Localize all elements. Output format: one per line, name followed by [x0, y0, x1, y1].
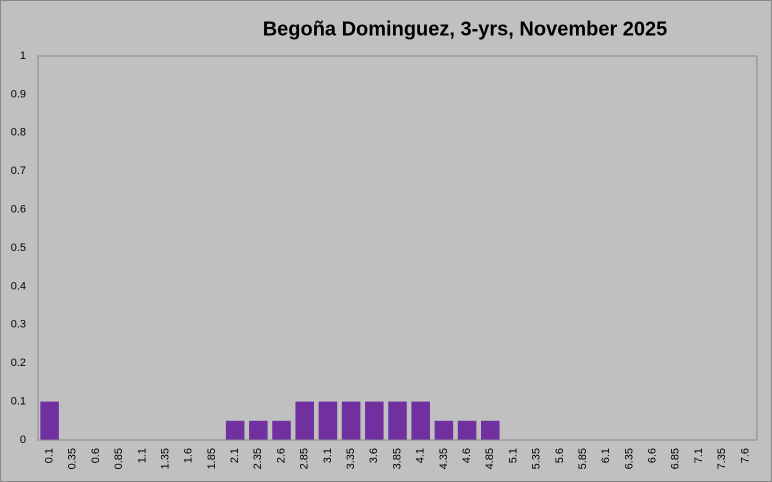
- x-tick-label: 1.6: [183, 448, 195, 463]
- x-tick-label: 0.35: [67, 448, 79, 469]
- y-tick-label: 0.9: [11, 88, 26, 100]
- bar: [411, 401, 430, 440]
- x-tick-label: 7.6: [739, 448, 751, 463]
- chart-title: Begoña Dominguez, 3-yrs, November 2025: [263, 18, 668, 40]
- x-tick-label: 2.35: [252, 448, 264, 469]
- bar: [272, 420, 291, 440]
- bar: [480, 420, 500, 440]
- x-tick-label: 0.6: [90, 448, 102, 463]
- x-tick-label: 4.35: [438, 448, 450, 469]
- x-tick-label: 7.35: [716, 448, 728, 469]
- bar: [341, 401, 361, 440]
- x-tick-label: 7.1: [693, 448, 705, 463]
- bar: [434, 420, 454, 440]
- x-tick-label: 3.35: [345, 448, 357, 469]
- x-tick-label: 2.1: [229, 448, 241, 463]
- y-tick-label: 1: [20, 50, 26, 62]
- x-tick-label: 5.6: [554, 448, 566, 463]
- x-tick-label: 1.1: [136, 448, 148, 463]
- bar: [40, 401, 59, 440]
- x-tick-label: 5.85: [577, 448, 589, 469]
- x-tick-label: 4.1: [415, 448, 427, 463]
- bar: [225, 420, 245, 440]
- x-tick-label: 3.1: [322, 448, 334, 463]
- bar: [249, 420, 268, 440]
- bar: [318, 401, 338, 440]
- x-tick-label: 3.85: [391, 448, 403, 469]
- bar: [295, 401, 315, 440]
- x-tick-label: 6.85: [670, 448, 682, 469]
- x-tick-label: 5.35: [531, 448, 543, 469]
- x-tick-label: 0.1: [44, 448, 56, 463]
- bar: [365, 401, 384, 440]
- x-tick-label: 6.6: [647, 448, 659, 463]
- y-tick-label: 0.3: [11, 319, 26, 331]
- x-tick-label: 2.85: [299, 448, 311, 469]
- x-tick-label: 6.35: [623, 448, 635, 469]
- y-tick-label: 0.2: [11, 357, 26, 369]
- x-tick-label: 3.6: [368, 448, 380, 463]
- x-tick-label: 1.35: [159, 448, 171, 469]
- y-tick-label: 0: [20, 434, 26, 446]
- x-tick-label: 1.85: [206, 448, 218, 469]
- y-tick-label: 0.5: [11, 242, 26, 254]
- x-tick-label: 4.85: [484, 448, 496, 469]
- bar: [388, 401, 407, 440]
- y-tick-label: 0.6: [11, 204, 26, 216]
- y-tick-label: 0.7: [11, 165, 26, 177]
- x-tick-label: 5.1: [507, 448, 519, 463]
- bar: [457, 420, 477, 440]
- x-tick-label: 0.85: [113, 448, 125, 469]
- y-tick-label: 0.8: [11, 127, 26, 139]
- x-tick-label: 6.1: [600, 448, 612, 463]
- y-tick-label: 0.1: [11, 396, 26, 408]
- x-tick-label: 2.6: [275, 448, 287, 463]
- y-tick-label: 0.4: [11, 280, 26, 292]
- x-tick-label: 4.6: [461, 448, 473, 463]
